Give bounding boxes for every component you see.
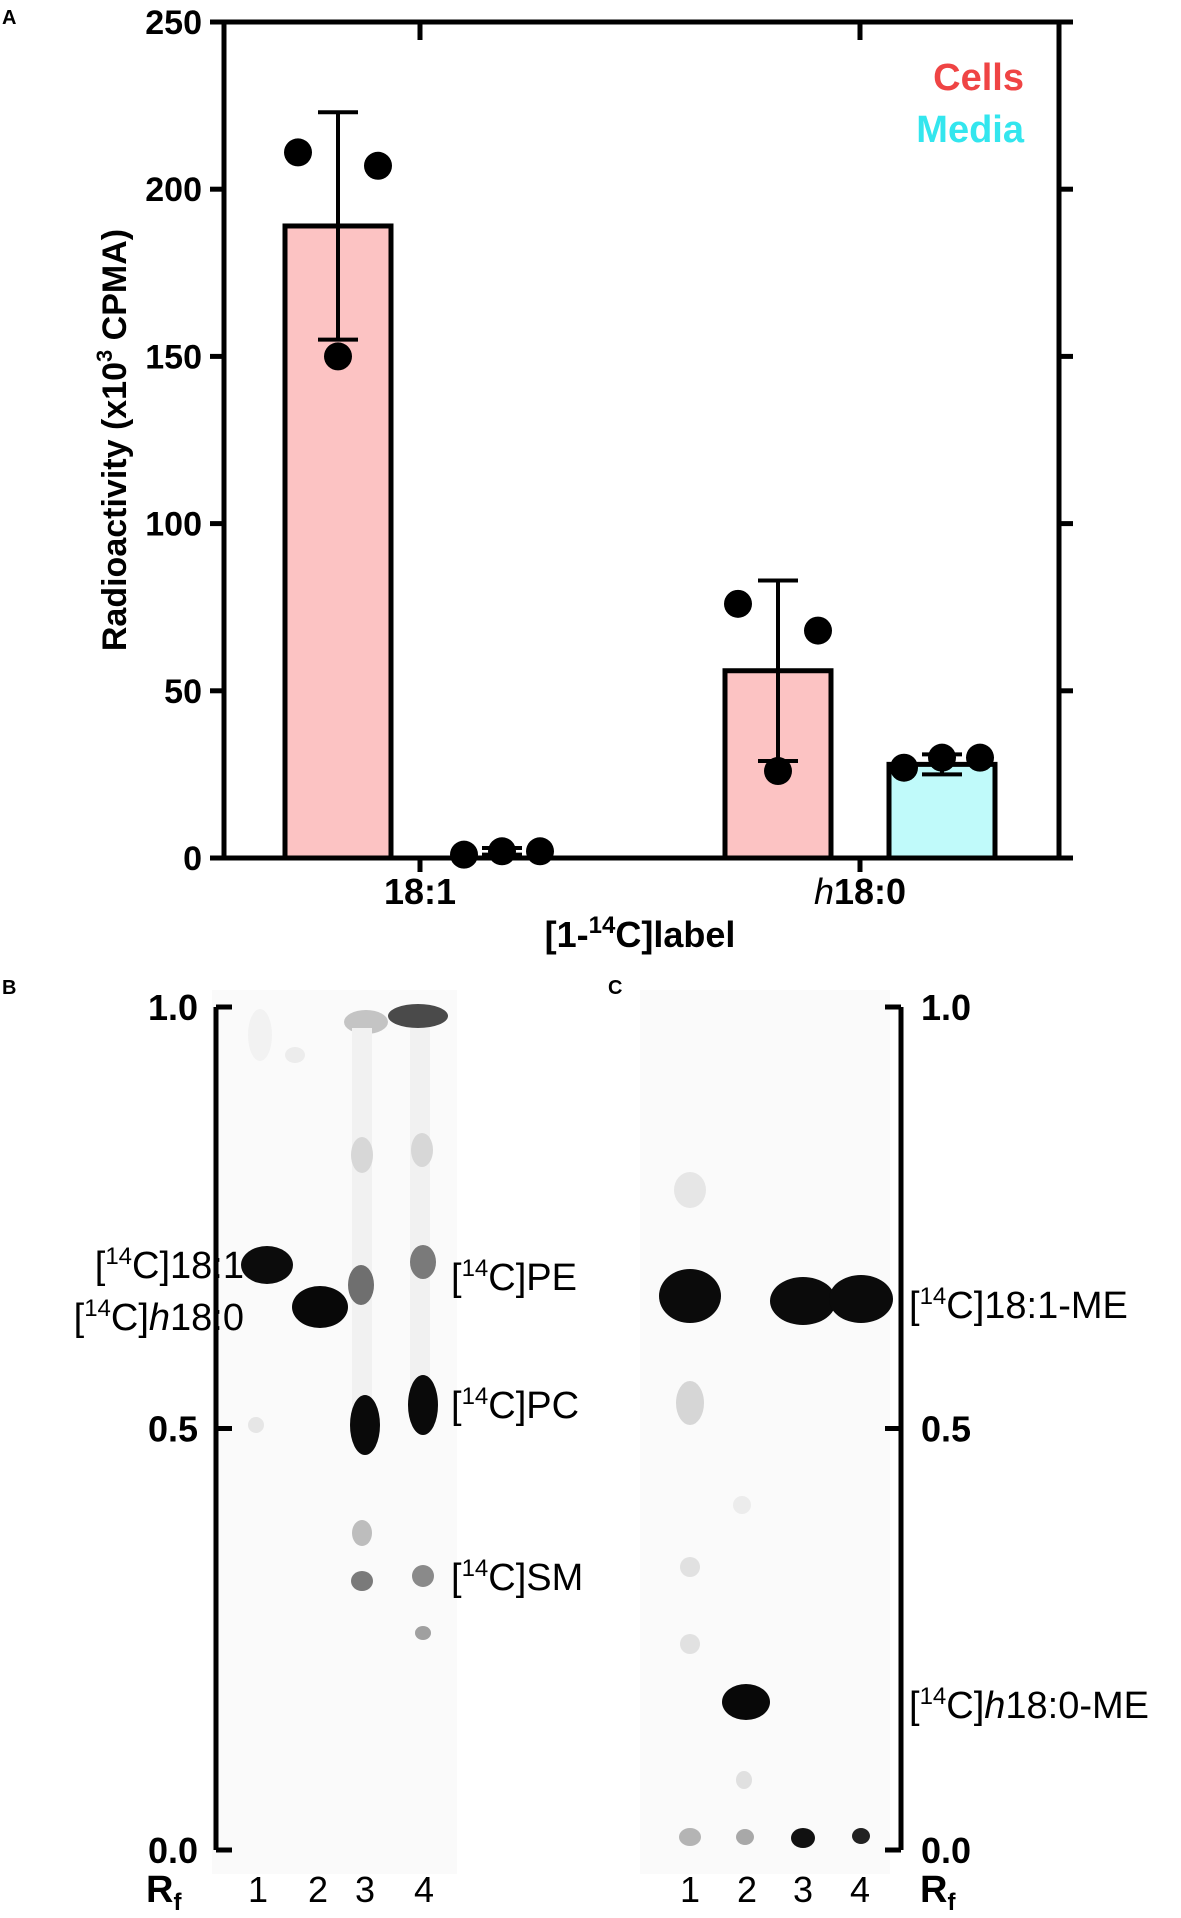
label-h18-0-me: [14C]h18:0-ME bbox=[909, 1683, 1149, 1727]
data-point-media bbox=[966, 743, 994, 772]
data-point-media bbox=[890, 753, 918, 782]
lane-label-1: 1 bbox=[680, 1869, 700, 1910]
lipid-label-left-0: [14C]18:1 bbox=[95, 1243, 244, 1287]
panel-b-right-labels: [14C]PE [14C]PC [14C]SM bbox=[451, 1255, 583, 1599]
y-tick-label: 100 bbox=[145, 506, 202, 544]
legend-media: Media bbox=[916, 109, 1025, 151]
spot-c-lane1-18-1-me bbox=[659, 1269, 721, 1323]
panel-a-y-ticks: 0 50 100 150 200 250 18:1 h18:0 bbox=[145, 4, 1073, 912]
panel-c-label: C bbox=[608, 977, 622, 999]
panel-c-rf-axis: 1.0 0.5 0.0Rf bbox=[885, 987, 971, 1916]
lane-label-4: 4 bbox=[850, 1869, 870, 1910]
rf-tick-label: 0.5 bbox=[148, 1409, 198, 1450]
data-point-cells bbox=[364, 151, 392, 180]
rf-axis-title: Rf bbox=[146, 1869, 182, 1916]
label-pe: [14C]PE bbox=[451, 1255, 577, 1299]
label-18-1-me: [14C]18:1-ME bbox=[909, 1283, 1128, 1327]
y-tick-label: 50 bbox=[164, 673, 202, 711]
plot-frame bbox=[221, 19, 1062, 861]
data-point-media bbox=[488, 837, 516, 866]
x-tick-label: 18:1 bbox=[384, 871, 456, 912]
y-tick-label: 250 bbox=[145, 4, 202, 42]
panel-b-label: B bbox=[2, 977, 16, 999]
legend-cells: Cells bbox=[933, 57, 1024, 99]
rf-tick-label: 0.0 bbox=[148, 1830, 198, 1871]
rf-tick-label: 1.0 bbox=[921, 987, 971, 1028]
spot-c-lane4-18-1-me bbox=[829, 1275, 893, 1323]
rf-axis-title: Rf bbox=[920, 1869, 956, 1916]
data-point-cells bbox=[804, 616, 832, 645]
lipid-label-left-1: [14C]h18:0 bbox=[74, 1295, 244, 1339]
label-pc: [14C]PC bbox=[451, 1383, 579, 1427]
tlc-plate-c bbox=[640, 990, 890, 1874]
panel-b-left-labels: [14C]18:1 [14C]h18:0 bbox=[74, 1243, 244, 1339]
spot-b-lane3-sm bbox=[351, 1571, 373, 1591]
rf-tick-label: 0.5 bbox=[921, 1409, 971, 1450]
lane-label-3: 3 bbox=[355, 1869, 375, 1910]
spot-c-lane3-18-1-me bbox=[770, 1277, 836, 1325]
data-point-media bbox=[450, 840, 478, 869]
rf-tick-label: 1.0 bbox=[148, 987, 198, 1028]
lane-label-4: 4 bbox=[414, 1869, 434, 1910]
data-point-cells bbox=[764, 757, 792, 786]
lane-label-3: 3 bbox=[793, 1869, 813, 1910]
spot-b-lane3-pc bbox=[350, 1395, 380, 1455]
panel-a-plot bbox=[221, 19, 1062, 869]
spot-c-lane2-h18-0-me bbox=[722, 1684, 770, 1720]
spot-b-lane4-pe bbox=[410, 1245, 436, 1279]
lane-label-2: 2 bbox=[737, 1869, 757, 1910]
spot-b-lane2-h18-0 bbox=[292, 1286, 348, 1328]
data-point-cells bbox=[724, 589, 752, 618]
panel-a-legend: Cells Media bbox=[916, 57, 1025, 151]
lane-label-1: 1 bbox=[248, 1869, 268, 1910]
data-point-media bbox=[526, 837, 554, 866]
tlc-b-spots bbox=[241, 1004, 448, 1640]
spot-b-lane3-pe bbox=[348, 1265, 374, 1305]
lane-label-2: 2 bbox=[308, 1869, 328, 1910]
y-tick-label: 150 bbox=[145, 338, 202, 376]
spot-b-lane4-pc bbox=[408, 1375, 438, 1435]
panel-a-x-axis-label: [1-14C]label bbox=[545, 912, 736, 955]
panel-a-y-axis-label: Radioactivity (x103 CPMA) bbox=[92, 229, 134, 651]
panel-c-right-labels: [14C]18:1-ME [14C]h18:0-ME bbox=[909, 1283, 1149, 1727]
x-tick-label: h18:0 bbox=[814, 871, 906, 912]
panel-a: A 0 50 100 150 200 250 18:1 h18:0 Radioactivity… bbox=[2, 4, 1073, 955]
rf-tick-label: 0.0 bbox=[921, 1830, 971, 1871]
data-point-cells bbox=[324, 342, 352, 371]
y-axis-title: Radioactivity (x103 CPMA) bbox=[92, 229, 134, 651]
panel-b-rf-axis: 1.0 0.5 0.0Rf bbox=[146, 987, 232, 1916]
label-sm: [14C]SM bbox=[451, 1555, 583, 1599]
data-point-cells bbox=[284, 138, 312, 167]
panel-a-label: A bbox=[2, 7, 16, 29]
y-tick-label: 0 bbox=[183, 840, 202, 878]
data-point-media bbox=[928, 743, 956, 772]
spot-b-lane4-sm bbox=[412, 1565, 434, 1587]
spot-b-lane1-18-1 bbox=[241, 1246, 293, 1284]
x-axis-title: [1-14C]label bbox=[545, 912, 736, 955]
tlc-c-spots bbox=[659, 1172, 893, 1848]
y-tick-label: 200 bbox=[145, 171, 202, 209]
